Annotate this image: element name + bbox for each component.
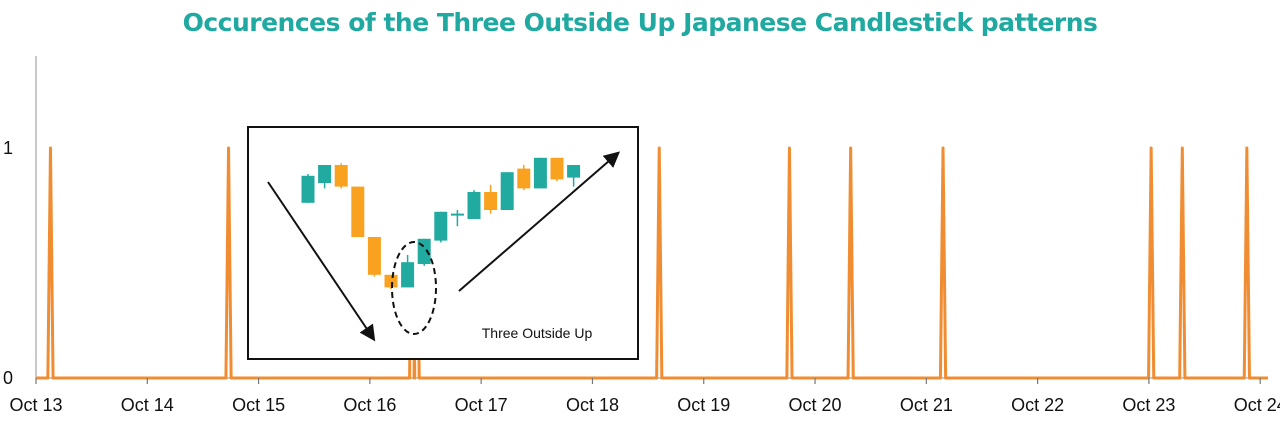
data-point (1245, 146, 1249, 150)
downtrend-arrow (267, 181, 376, 342)
candlestick (401, 255, 415, 288)
inset-pattern-label: Three Outside Up (482, 325, 593, 341)
series-line (36, 146, 1268, 380)
x-tick-label: Oct 21 (900, 395, 953, 415)
candlestick (467, 190, 481, 219)
x-tick-label: Oct 13 (9, 395, 62, 415)
candlestick (450, 210, 464, 227)
candlestick (301, 174, 315, 203)
y-tick-label: 1 (3, 138, 13, 158)
candle-body (334, 165, 348, 187)
data-point (49, 146, 52, 150)
series-path (36, 146, 1268, 380)
candlestick (550, 157, 564, 182)
candlestick (334, 163, 348, 189)
candle-body (467, 192, 481, 219)
candlestick (533, 157, 547, 189)
x-tick-label: Oct 24 (1234, 395, 1280, 415)
candle-body (367, 237, 381, 275)
data-point (788, 146, 791, 150)
candlestick (434, 211, 448, 243)
candlestick (567, 165, 581, 187)
candlestick (351, 186, 365, 237)
candlestick (484, 184, 498, 214)
candle-body (351, 186, 365, 237)
x-tick-label: Oct 18 (566, 395, 619, 415)
candlestick (517, 165, 531, 191)
data-point (941, 146, 945, 150)
candle-body (550, 157, 564, 180)
x-tick-label: Oct 15 (232, 395, 285, 415)
chart-title: Occurences of the Three Outside Up Japan… (182, 8, 1098, 37)
x-tick-label: Oct 20 (789, 395, 842, 415)
candle-body (450, 213, 464, 216)
data-point (849, 146, 852, 150)
candle-body (517, 168, 531, 189)
candle-body (301, 175, 315, 203)
candlestick (384, 274, 398, 290)
candle-body (434, 211, 448, 241)
x-tick-label: Oct 19 (677, 395, 730, 415)
candle-body (500, 172, 514, 210)
x-tick-label: Oct 22 (1011, 395, 1064, 415)
candle-body (401, 262, 415, 288)
x-tick-label: Oct 23 (1122, 395, 1175, 415)
candlestick (318, 165, 332, 189)
inset-pattern-illustration: Three Outside Up (247, 126, 639, 360)
uptrend-arrow (458, 151, 621, 292)
candle-body (484, 192, 498, 210)
x-tick-labels: Oct 13 Oct 14 Oct 15 Oct 16 Oct 17 Oct 18 Oct … (9, 378, 1280, 415)
x-tick-label: Oct 16 (343, 395, 396, 415)
y-tick-labels: 01 (3, 138, 13, 388)
axes (35, 56, 1268, 379)
candle-body (533, 157, 547, 189)
candle-body (384, 274, 398, 288)
candle-body (318, 165, 332, 183)
candlestick (500, 172, 514, 210)
data-point (658, 146, 661, 150)
x-tick-label: Oct 17 (455, 395, 508, 415)
candlestick (367, 237, 381, 277)
y-tick-label: 0 (3, 368, 13, 388)
data-point (227, 146, 230, 150)
candle-body (567, 165, 581, 178)
data-point (1181, 146, 1184, 150)
x-tick-label: Oct 14 (121, 395, 174, 415)
data-point (1149, 146, 1153, 150)
pattern-highlight-ellipse (391, 241, 437, 335)
